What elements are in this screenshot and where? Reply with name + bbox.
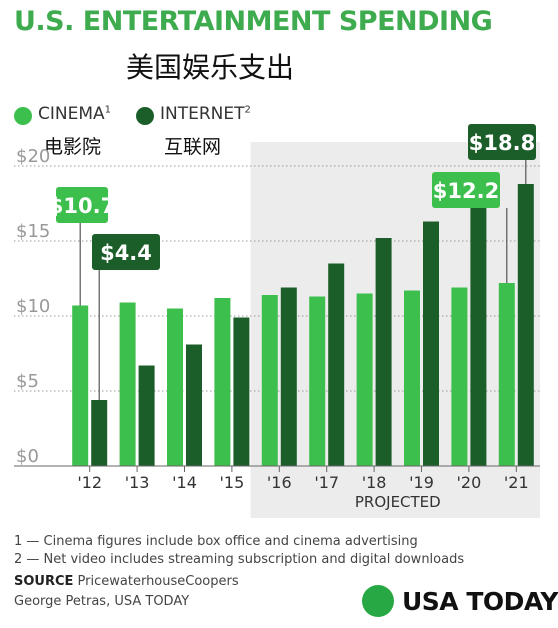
bar-cinema (356, 293, 373, 466)
callout-box (92, 234, 160, 270)
y-tick-label: $15 (16, 221, 50, 242)
data-label: $4.4 (100, 241, 152, 265)
bar-internet (328, 263, 345, 466)
bar-cinema (214, 298, 231, 466)
source-line: SOURCE PricewaterhouseCoopers (14, 574, 239, 589)
footnote-1: 1 — Cinema figures include box office an… (14, 534, 418, 549)
bar-cinema (72, 305, 89, 466)
x-tick-label: '19 (409, 473, 434, 492)
usa-today-logo: USA TODAY (362, 585, 558, 617)
callout-box (432, 172, 500, 208)
bar-internet (186, 344, 202, 466)
data-label: $18.8 (469, 131, 535, 155)
bar-cinema (261, 295, 278, 466)
data-label: $10.7 (49, 194, 115, 218)
x-tick-label: '18 (362, 473, 387, 492)
bar-internet (233, 317, 250, 466)
credit-line: George Petras, USA TODAY (14, 594, 190, 609)
chart-subtitle: 美国娱乐支出 (126, 51, 295, 84)
callout-box (56, 187, 108, 223)
bar-cinema (309, 296, 326, 466)
logo-circle-icon (362, 585, 394, 617)
legend-cinema-swatch (14, 107, 32, 125)
y-tick-label: $0 (16, 446, 39, 467)
bar-cinema (451, 287, 468, 466)
y-tick-label: $10 (16, 296, 50, 317)
legend-cinema: CINEMA1 (14, 104, 111, 125)
legend-internet-swatch (136, 107, 154, 125)
callout-box (468, 124, 536, 160)
bar-internet (138, 365, 155, 466)
source-text: PricewaterhouseCoopers (77, 574, 239, 589)
x-tick-label: '14 (172, 473, 197, 492)
x-tick-label: '17 (314, 473, 339, 492)
data-label: $12.2 (433, 179, 499, 203)
y-tick-label: $20 (16, 146, 50, 167)
x-tick-label: '13 (125, 473, 150, 492)
bar-internet (470, 202, 487, 466)
legend-cinema-cn: 电影院 (44, 136, 102, 158)
chart-title: U.S. ENTERTAINMENT SPENDING (14, 6, 493, 37)
bar-internet (280, 287, 297, 466)
x-tick-label: '12 (77, 473, 102, 492)
bar-internet (423, 221, 439, 466)
legend-internet-label: INTERNET2 (160, 104, 251, 124)
logo-text: USA TODAY (402, 586, 558, 616)
x-tick-label: '20 (457, 473, 482, 492)
projected-label: PROJECTED (355, 493, 441, 511)
bar-cinema (167, 308, 183, 466)
x-tick-label: '16 (267, 473, 292, 492)
bar-internet (375, 238, 392, 466)
legend-cinema-label: CINEMA1 (38, 104, 112, 124)
bar-cinema (119, 302, 136, 466)
y-tick-label: $5 (16, 371, 39, 392)
legend-internet-cn: 互联网 (164, 136, 222, 158)
bar-internet (517, 184, 534, 466)
footnote-2: 2 — Net video includes streaming subscri… (14, 552, 465, 567)
x-tick-label: '21 (504, 473, 529, 492)
legend-internet: INTERNET2 (136, 104, 251, 125)
x-tick-label: '15 (220, 473, 245, 492)
bar-internet (91, 400, 108, 466)
bar-cinema (404, 290, 420, 466)
source-label: SOURCE (14, 574, 74, 589)
bar-cinema (498, 283, 515, 466)
